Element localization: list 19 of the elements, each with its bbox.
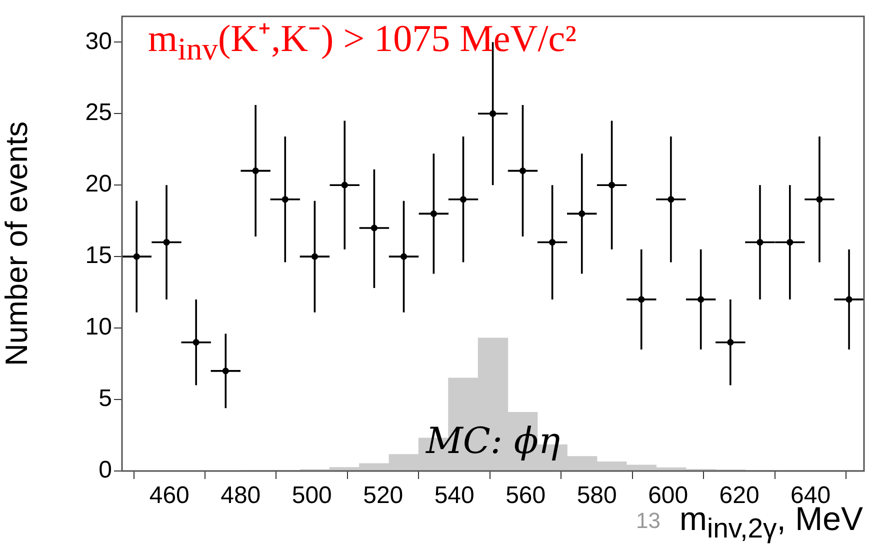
x-tick-label: 500 <box>292 482 332 510</box>
y-tick-label: 25 <box>85 99 112 126</box>
x-tick-label: 480 <box>220 482 261 510</box>
x-tick-label: 540 <box>434 482 474 510</box>
y-tick-label: 0 <box>98 456 112 484</box>
series-label: MC: ϕη <box>424 421 560 462</box>
x-tick-label: 580 <box>576 482 617 510</box>
x-tick-label: 520 <box>363 482 404 510</box>
text: 13 <box>636 508 660 534</box>
y-tick-label: 15 <box>85 242 112 270</box>
y-tick-label: 10 <box>85 314 112 341</box>
x-tick-label: 460 <box>149 482 190 510</box>
y-tick-label: 20 <box>85 170 112 198</box>
y-tick-label: 30 <box>85 28 112 55</box>
y-tick-label: 5 <box>98 385 112 412</box>
x-tick-label: 620 <box>719 482 760 510</box>
y-axis-title: Number of events <box>0 121 34 366</box>
x-tick-label: 560 <box>506 482 546 510</box>
annotation: m$_{inv}$(K⁺,K⁻) > 1075 MeV/c² <box>148 17 577 68</box>
